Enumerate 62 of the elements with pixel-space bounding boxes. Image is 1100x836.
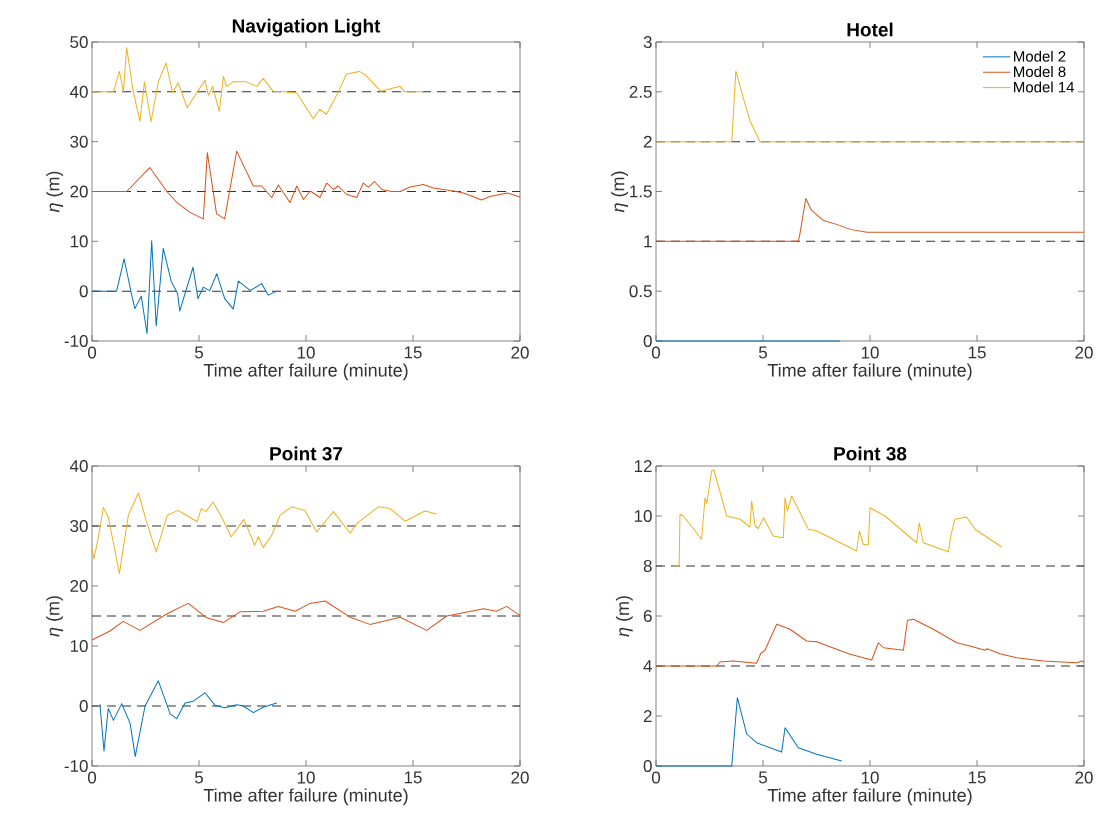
y-tick-label: 6 [643, 609, 652, 623]
x-tick-label: 20 [1075, 771, 1093, 784]
x-tick-label: 10 [297, 346, 315, 359]
y-tick-label: 12 [634, 460, 652, 472]
x-tick-label: 0 [87, 771, 97, 784]
y-tick-label: 0.5 [629, 285, 652, 298]
y-tick-label: 3 [643, 35, 652, 49]
y-tick-label: 40 [69, 459, 88, 473]
y-tick-label: 2.5 [629, 85, 652, 98]
y-tick-label: 10 [70, 235, 88, 248]
x-tick-label: 5 [758, 771, 768, 784]
y-tick-label: 20 [70, 579, 88, 593]
x-tick-label: 20 [1075, 346, 1093, 359]
chart-title: Point 37 [270, 446, 343, 461]
x-tick-label: 20 [511, 346, 529, 359]
legend-label: Model 14 [1014, 81, 1075, 93]
y-tick-label: 2 [643, 135, 652, 148]
y-tick-label: 0 [79, 285, 88, 298]
y-tick-label: 1 [644, 235, 652, 248]
x-tick-label: 15 [968, 771, 986, 784]
x-tick-label: 0 [651, 346, 661, 359]
y-tick-label: 40 [69, 85, 88, 98]
y-axis-title: η (m) [611, 171, 628, 213]
y-axis-title: η (m) [615, 596, 633, 637]
y-tick-label: 8 [643, 559, 652, 573]
y-tick-label: -10 [64, 334, 88, 348]
y-tick-label: 0 [79, 699, 88, 713]
x-tick-label: 5 [194, 346, 204, 359]
x-axis-title: Time after failure (minute) [203, 788, 408, 806]
y-tick-label: 30 [70, 519, 88, 533]
x-tick-label: 15 [968, 346, 986, 359]
chart-title: Navigation Light [232, 18, 381, 37]
y-tick-label: 4 [643, 660, 652, 672]
x-tick-label: 0 [651, 771, 661, 784]
y-tick-label: 1.5 [630, 185, 652, 198]
x-tick-label: 10 [861, 771, 879, 784]
x-axis-title: Time after failure (minute) [203, 363, 408, 381]
y-axis-title: η (m) [46, 171, 64, 213]
y-tick-label: 0 [643, 334, 652, 348]
y-tick-label: 10 [70, 639, 88, 653]
x-tick-label: 5 [758, 346, 768, 359]
y-tick-label: 2 [643, 710, 652, 722]
y-tick-label: 30 [70, 135, 88, 148]
y-tick-label: 0 [643, 759, 652, 773]
y-tick-label: 20 [70, 185, 88, 198]
y-tick-label: 10 [634, 509, 652, 523]
y-tick-label: -10 [64, 759, 88, 773]
x-tick-label: 5 [194, 771, 204, 784]
legend-label: Model 8 [1014, 66, 1066, 78]
chart-title: Hotel [847, 22, 893, 37]
x-tick-label: 15 [404, 771, 422, 784]
x-axis-title: Time after failure (minute) [767, 363, 972, 381]
y-axis-title: η (m) [46, 596, 64, 637]
legend-label: Model 2 [1014, 50, 1066, 62]
x-axis-title: Time after failure (minute) [767, 788, 972, 806]
y-tick-label: 50 [70, 35, 88, 49]
x-tick-label: 10 [861, 346, 879, 359]
x-tick-label: 15 [404, 346, 422, 359]
x-tick-label: 0 [87, 346, 97, 359]
chart-title: Point 38 [834, 446, 907, 461]
x-tick-label: 10 [297, 771, 315, 784]
x-tick-label: 20 [511, 771, 529, 784]
